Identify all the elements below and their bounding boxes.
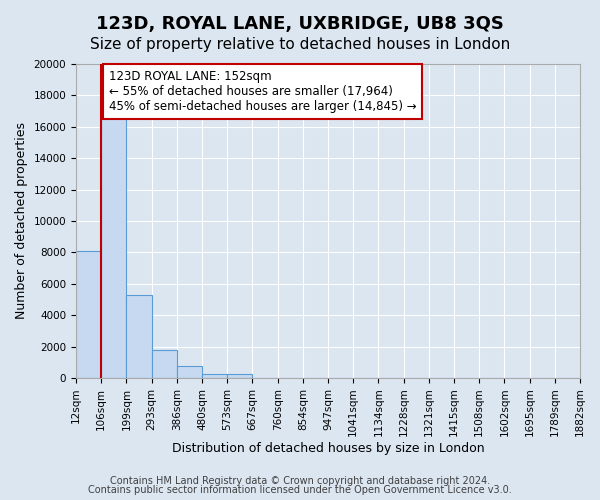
Bar <box>101 118 127 378</box>
Text: 123D ROYAL LANE: 152sqm
← 55% of detached houses are smaller (17,964)
45% of sem: 123D ROYAL LANE: 152sqm ← 55% of detache… <box>109 70 416 114</box>
Text: Contains public sector information licensed under the Open Government Licence v3: Contains public sector information licen… <box>88 485 512 495</box>
Bar <box>152 350 177 378</box>
Bar <box>177 366 202 378</box>
Text: Size of property relative to detached houses in London: Size of property relative to detached ho… <box>90 38 510 52</box>
Y-axis label: Number of detached properties: Number of detached properties <box>15 122 28 320</box>
Text: Contains HM Land Registry data © Crown copyright and database right 2024.: Contains HM Land Registry data © Crown c… <box>110 476 490 486</box>
Bar <box>202 374 227 378</box>
Bar <box>227 374 253 378</box>
Text: 123D, ROYAL LANE, UXBRIDGE, UB8 3QS: 123D, ROYAL LANE, UXBRIDGE, UB8 3QS <box>96 15 504 33</box>
Bar <box>127 295 152 378</box>
X-axis label: Distribution of detached houses by size in London: Distribution of detached houses by size … <box>172 442 484 455</box>
Bar <box>76 251 101 378</box>
